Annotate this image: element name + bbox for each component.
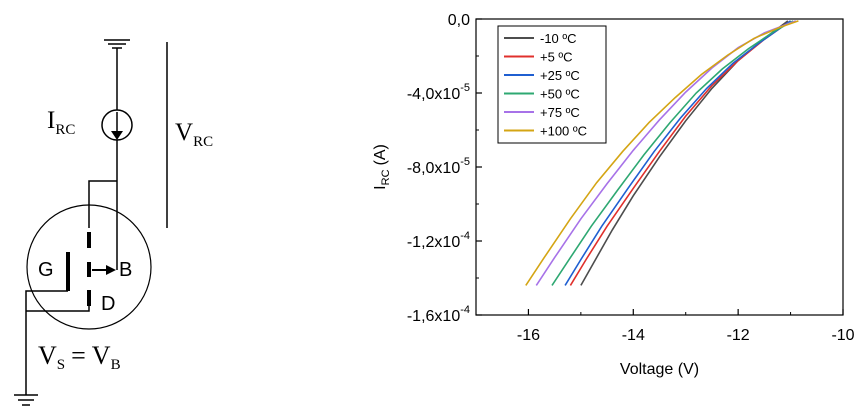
y-tick-label: -1,2x10-4: [407, 230, 470, 251]
series-line-0: [580, 20, 789, 286]
voltage-label: VRC: [175, 119, 213, 150]
x-axis: -16 -14 -12 -10: [475, 309, 855, 344]
circuit-diagram: [14, 39, 168, 406]
legend: -10 ºC +5 ºC +25 ºC +50 ºC +75 ºC +100 ºC: [497, 25, 607, 144]
current-label: IRC: [47, 107, 75, 138]
series-line-2: [564, 20, 792, 286]
y-axis: 0,0 -4,0x10-5 -8,0x10-5 -1,2x10-4 -1,6x10-4: [407, 12, 482, 325]
legend-label: +100 ºC: [540, 124, 587, 139]
series-lines: [525, 20, 799, 286]
y-tick-label: -8,0x10-5: [407, 156, 470, 177]
y-tick-label: -1,6x10-4: [407, 304, 470, 325]
drain-label: D: [101, 293, 115, 315]
series-line-3: [551, 20, 794, 286]
gate-label: G: [38, 259, 54, 281]
legend-label: +75 ºC: [540, 105, 580, 120]
x-tick-label: -10: [831, 327, 854, 344]
mosfet-circle: [26, 204, 152, 330]
legend-label: +50 ºC: [540, 87, 580, 102]
chart: -16 -14 -12 -10 0,0 -4,0x10-5 -8,0x10-5 -1,2x1…: [372, 12, 855, 378]
x-tick-label: -12: [727, 327, 750, 344]
x-axis-label: Voltage (V): [620, 361, 699, 378]
series-line-5: [525, 20, 799, 286]
legend-box: [497, 25, 607, 144]
wire-source-branch: [88, 180, 117, 228]
legend-label: -10 ºC: [540, 31, 577, 46]
legend-label: +25 ºC: [540, 68, 580, 83]
body-arrow-head: [106, 265, 116, 275]
wire-gate: [25, 290, 68, 395]
y-axis-label: IRC(A): [372, 144, 392, 190]
x-tick-label: -14: [622, 327, 645, 344]
y-tick-label: -4,0x10-5: [407, 82, 470, 103]
x-tick-label: -16: [517, 327, 540, 344]
body-label: B: [119, 259, 132, 281]
ground-symbol: [14, 394, 38, 406]
source-body-equation: VS = VB: [38, 341, 121, 373]
y-tick-label: 0,0: [448, 12, 470, 29]
current-arrow-head: [111, 131, 123, 140]
legend-label: +5 ºC: [540, 50, 573, 65]
supply-symbol: [104, 39, 130, 49]
wire-drain: [26, 306, 90, 312]
